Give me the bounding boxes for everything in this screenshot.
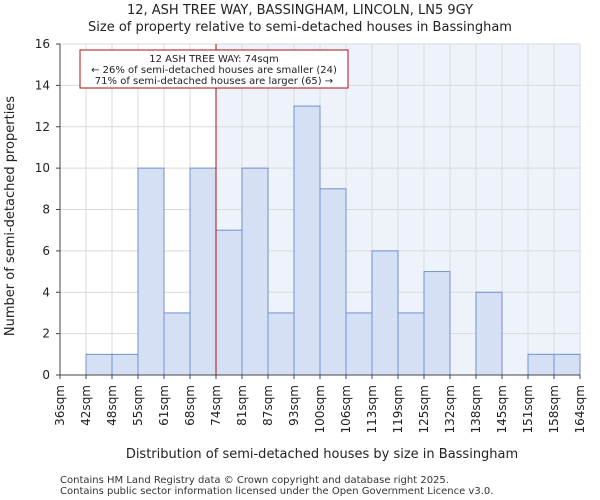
bar	[163, 312, 191, 376]
x-tick-label: 42sqm	[79, 385, 93, 426]
x-tick-label: 87sqm	[261, 385, 275, 426]
x-tick-label: 74sqm	[209, 385, 223, 426]
footer-line-2: Contains public sector information licen…	[60, 486, 493, 497]
x-tick-label: 48sqm	[105, 385, 119, 426]
x-tick-label: 138sqm	[469, 385, 483, 433]
y-tick-label: 6	[42, 244, 50, 258]
y-tick-labels: 0 2 4 6 8 10 12 14 16	[35, 37, 60, 382]
bar	[371, 250, 399, 376]
annotation-line-1: 12 ASH TREE WAY: 74sqm	[149, 54, 278, 65]
bar	[475, 291, 503, 376]
x-tick-label: 119sqm	[391, 385, 405, 433]
y-tick-label: 10	[35, 161, 50, 175]
x-tick-label: 164sqm	[573, 385, 587, 433]
x-tick-label: 55sqm	[131, 385, 145, 426]
annotation-line-2: ← 26% of semi-detached houses are smalle…	[91, 65, 337, 76]
x-tick-label: 113sqm	[365, 385, 379, 433]
bar	[85, 353, 113, 376]
bar	[215, 229, 243, 376]
x-tick-label: 36sqm	[53, 385, 67, 426]
y-tick-label: 16	[35, 37, 50, 51]
x-tick-label: 106sqm	[339, 385, 353, 433]
bar	[293, 105, 321, 376]
x-tick-label: 100sqm	[313, 385, 327, 433]
bar	[553, 353, 581, 376]
bar	[527, 353, 555, 376]
y-tick-label: 12	[35, 120, 50, 134]
y-tick-label: 14	[35, 78, 50, 92]
y-tick-label: 8	[42, 203, 50, 217]
x-tick-label: 151sqm	[521, 385, 535, 433]
bar	[423, 271, 451, 376]
y-axis-label: Number of semi-detached properties	[3, 96, 18, 336]
x-tick-label: 93sqm	[287, 385, 301, 426]
x-tick-label: 61sqm	[157, 385, 171, 426]
y-tick-label: 0	[42, 368, 50, 382]
bar	[319, 188, 347, 376]
footer-line-1: Contains HM Land Registry data © Crown c…	[60, 475, 449, 486]
bar	[189, 167, 217, 376]
y-tick-label: 4	[42, 285, 50, 299]
bar	[111, 353, 139, 376]
x-tick-label: 68sqm	[183, 385, 197, 426]
chart-subtitle: Size of property relative to semi-detach…	[88, 20, 512, 35]
x-tick-label: 81sqm	[235, 385, 249, 426]
bar	[267, 312, 295, 376]
x-axis-label: Distribution of semi-detached houses by …	[126, 447, 518, 462]
bar	[345, 312, 373, 376]
bar	[241, 167, 269, 376]
x-tick-labels: 36sqm 42sqm 48sqm 55sqm 61sqm 68sqm 74sqm 81sqm…	[53, 375, 587, 433]
chart-title: 12, ASH TREE WAY, BASSINGHAM, LINCOLN, L…	[127, 3, 473, 18]
annotation-line-3: 71% of semi-detached houses are larger (…	[95, 76, 333, 87]
annotation-box	[79, 49, 349, 89]
x-tick-label: 158sqm	[547, 385, 561, 433]
bar	[397, 312, 425, 376]
x-tick-label: 145sqm	[495, 385, 509, 433]
x-tick-label: 125sqm	[417, 385, 431, 433]
bars	[85, 105, 581, 376]
bar	[137, 167, 165, 376]
y-tick-label: 2	[42, 327, 50, 341]
x-tick-label: 132sqm	[443, 385, 457, 433]
